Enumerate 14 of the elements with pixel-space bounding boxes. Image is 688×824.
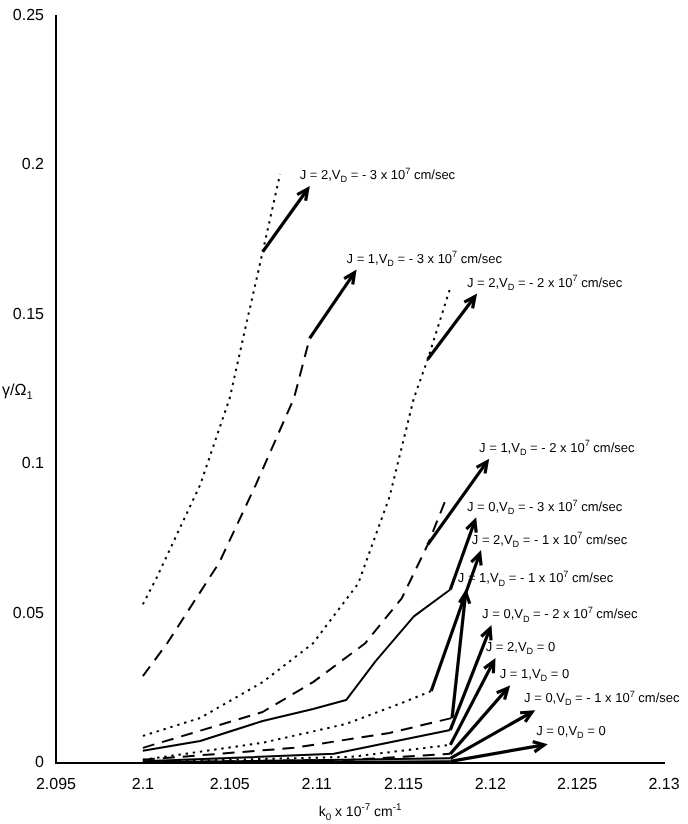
y-tick-label: 0.2 (21, 155, 46, 174)
x-tick-label: 2.115 (383, 774, 424, 793)
y-tick-label: 0.25 (12, 6, 46, 25)
x-tick-label: 2.12 (474, 774, 507, 793)
x-tick-label: 2.11 (301, 774, 333, 793)
x-tick-label: 2.125 (557, 774, 599, 793)
y-tick-label: 0 (35, 753, 46, 772)
y-tick-label: 0.05 (12, 603, 46, 622)
x-tick-label: 2.105 (209, 774, 251, 793)
y-tick-label: 0.15 (12, 304, 46, 323)
x-tick-label: 2.095 (35, 774, 78, 793)
x-tick-label: 2.1 (131, 774, 156, 793)
x-tick-label: 2.13 (648, 774, 681, 793)
y-tick-label: 0.1 (21, 454, 46, 473)
